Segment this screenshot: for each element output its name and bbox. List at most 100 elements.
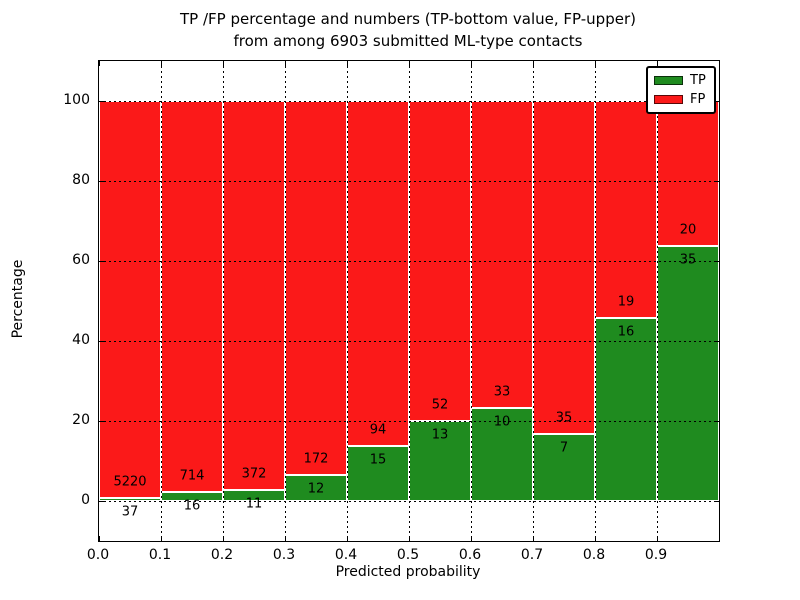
y-tick-label: 40	[72, 332, 90, 348]
bar-label-tp: 37	[121, 504, 139, 520]
bar-label-fp: 35	[555, 410, 573, 426]
x-tick-mark-top	[533, 61, 534, 66]
bar-segment-tp	[657, 246, 719, 501]
y-tick-mark-left	[99, 261, 104, 262]
plot-area: 5220 37 714 16 372 11 172 12 94 15 52 13 33 10 35 7 19 16…	[98, 60, 720, 542]
x-gridline	[285, 61, 286, 541]
x-gridline	[409, 61, 410, 541]
legend-item-fp: FP	[654, 92, 708, 107]
x-tick-label: 0.3	[272, 547, 296, 563]
y-tick-label: 60	[72, 252, 90, 268]
bar-label-tp: 15	[369, 452, 387, 468]
bar-segment-fp	[347, 101, 409, 446]
bar-label-tp: 11	[245, 496, 263, 511]
bar-segment-tp	[285, 474, 347, 501]
bar-segment-tp	[99, 498, 161, 501]
bar-segment-fp	[471, 101, 533, 408]
legend-label-fp: FP	[690, 91, 706, 107]
legend-label-tp: TP	[690, 73, 706, 89]
x-gridline	[223, 61, 224, 541]
bar-segment-tp	[471, 407, 533, 501]
y-tick-mark-left	[99, 101, 104, 102]
bar-segment-fp	[285, 101, 347, 475]
bar-label-tp: 10	[493, 414, 511, 430]
bar-label-tp: 16	[617, 324, 635, 340]
x-tick-mark-top	[285, 61, 286, 66]
x-tick-label: 0.6	[458, 547, 482, 563]
x-tick-mark-bottom	[409, 536, 410, 541]
x-tick-mark-bottom	[99, 536, 100, 541]
y-tick-mark-right	[714, 181, 719, 182]
x-tick-label: 0.8	[582, 547, 606, 563]
bar-label-fp: 372	[241, 466, 267, 481]
bar-label-fp: 172	[303, 451, 329, 467]
x-gridline	[595, 61, 596, 541]
x-tick-mark-top	[347, 61, 348, 66]
bar-label-fp: 19	[617, 294, 635, 310]
y-tick-mark-right	[714, 501, 719, 502]
x-tick-label: 0.9	[644, 547, 668, 563]
bar-label-tp: 7	[559, 440, 569, 456]
x-tick-label: 0.0	[86, 547, 110, 563]
bar-segment-fp	[223, 101, 285, 490]
y-tick-mark-left	[99, 501, 104, 502]
bar-segment-fp	[595, 101, 657, 319]
x-tick-mark-top	[595, 61, 596, 66]
bar-label-fp: 33	[493, 384, 511, 400]
x-gridline	[471, 61, 472, 541]
bar-segment-fp	[99, 101, 161, 499]
bar-label-fp: 20	[679, 222, 697, 238]
x-tick-mark-top	[99, 61, 100, 66]
bar-label-tp: 12	[307, 481, 325, 497]
bar-label-tp: 35	[679, 252, 697, 268]
x-axis-label: Predicted probability	[335, 564, 481, 580]
legend: TP FP	[646, 66, 716, 114]
bar-label-fp: 5220	[113, 474, 147, 490]
bar-label-fp: 52	[431, 397, 449, 413]
x-tick-mark-bottom	[657, 536, 658, 541]
fp-color-swatch	[654, 94, 683, 104]
x-tick-mark-bottom	[595, 536, 596, 541]
bar-segment-tp	[409, 421, 471, 501]
x-tick-mark-bottom	[347, 536, 348, 541]
x-tick-mark-bottom	[285, 536, 286, 541]
chart-title-line1: TP /FP percentage and numbers (TP-bottom…	[180, 10, 636, 28]
x-tick-mark-top	[161, 61, 162, 66]
x-tick-label: 0.7	[520, 547, 544, 563]
y-tick-mark-right	[714, 101, 719, 102]
x-tick-label: 0.1	[148, 547, 172, 563]
x-tick-mark-bottom	[471, 536, 472, 541]
x-tick-mark-top	[409, 61, 410, 66]
bar-segment-tp	[533, 434, 595, 501]
x-gridline	[657, 61, 658, 541]
y-tick-mark-left	[99, 341, 104, 342]
bar-label-fp: 714	[179, 468, 205, 484]
bar-label-fp: 94	[369, 422, 387, 438]
chart-title: TP /FP percentage and numbers (TP-bottom…	[98, 8, 718, 52]
bar-segment-fp	[161, 101, 223, 493]
x-tick-mark-bottom	[161, 536, 162, 541]
x-tick-label: 0.4	[334, 547, 358, 563]
x-tick-label: 0.2	[210, 547, 234, 563]
bar-label-tp: 13	[431, 427, 449, 443]
bar-segment-fp	[657, 101, 719, 247]
y-tick-mark-left	[99, 421, 104, 422]
x-tick-mark-top	[471, 61, 472, 66]
bar-segment-fp	[533, 101, 595, 435]
x-tick-mark-bottom	[223, 536, 224, 541]
x-tick-mark-top	[657, 61, 658, 66]
y-tick-label: 80	[72, 172, 90, 188]
chart-title-line2: from among 6903 submitted ML-type contac…	[233, 32, 583, 50]
bar-segment-tp	[595, 318, 657, 501]
x-tick-mark-top	[223, 61, 224, 66]
legend-item-tp: TP	[654, 73, 708, 88]
y-tick-mark-right	[714, 261, 719, 262]
bar-label-tp: 16	[183, 498, 201, 514]
y-tick-label: 20	[72, 412, 90, 428]
x-tick-mark-bottom	[533, 536, 534, 541]
x-gridline	[533, 61, 534, 541]
tp-color-swatch	[654, 76, 683, 86]
y-tick-label: 100	[63, 92, 90, 108]
y-tick-mark-right	[714, 341, 719, 342]
